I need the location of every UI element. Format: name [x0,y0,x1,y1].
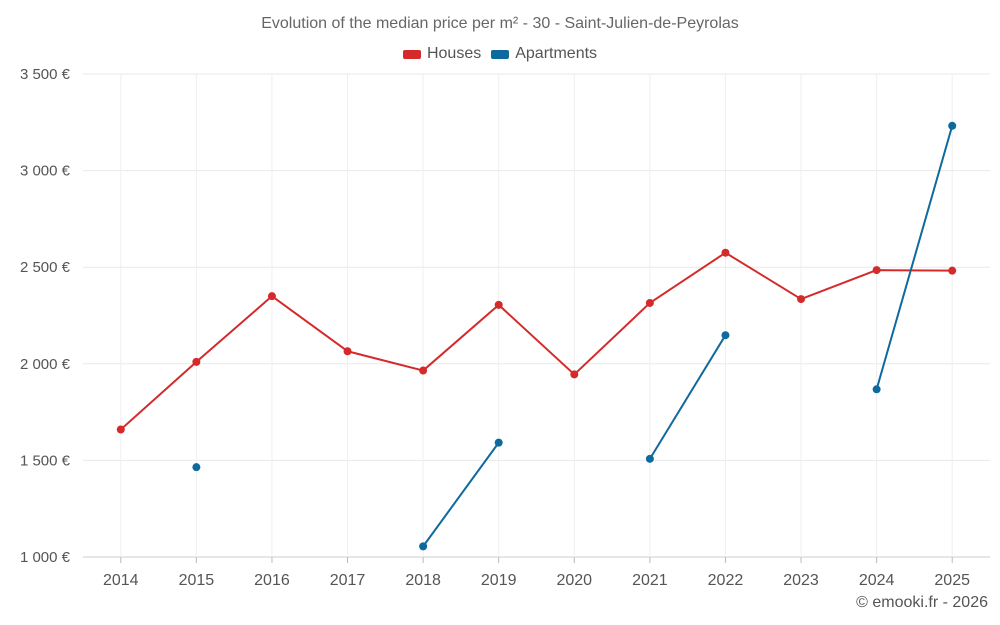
x-tick-label: 2017 [330,572,366,589]
data-point-apartments-2021 [645,454,654,463]
data-point-apartments-2022 [721,331,730,340]
credit-text: © emooki.fr - 2026 [856,594,988,611]
data-point-apartments-2025 [948,121,957,130]
x-tick-label: 2018 [405,572,441,589]
legend-label-houses: Houses [426,45,482,62]
series-line-apartments [649,334,727,460]
data-point-apartments-2018 [419,542,428,551]
data-point-houses-2017 [343,347,352,356]
y-tick-label: 3 000 € [20,163,71,180]
y-tick-label: 3 500 € [20,66,71,83]
data-point-apartments-2015 [192,463,201,472]
chart-title: Evolution of the median price per m² - 3… [261,15,739,32]
legend-swatch-apartments [491,49,510,59]
data-point-houses-2023 [797,295,806,304]
series-line-apartments [422,442,500,547]
x-tick-label: 2020 [556,572,592,589]
x-tick-label: 2024 [859,572,895,589]
x-tick-label: 2021 [632,572,668,589]
series-line-apartments [875,125,954,390]
y-tick-label: 1 500 € [20,452,71,469]
x-tick-label: 2015 [179,572,215,589]
x-tick-label: 2019 [481,572,517,589]
data-point-apartments-2019 [494,438,503,447]
legend-swatch-houses [402,49,421,59]
data-point-houses-2021 [645,298,654,307]
data-point-houses-2019 [494,300,503,309]
y-tick-label: 1 000 € [20,549,71,566]
legend-label-apartments: Apartments [515,45,598,62]
x-tick-label: 2022 [708,572,744,589]
x-tick-label: 2016 [254,572,290,589]
data-point-apartments-2024 [872,385,881,394]
x-tick-label: 2025 [934,572,970,589]
data-point-houses-2024 [872,266,881,275]
legend-item-houses[interactable]: Houses [402,45,482,63]
data-point-houses-2018 [419,366,428,375]
series-line-houses [120,251,953,431]
data-point-houses-2015 [192,357,201,366]
x-tick-label: 2014 [103,572,139,589]
y-tick-label: 2 500 € [20,259,71,276]
data-point-houses-2020 [570,370,579,379]
data-point-houses-2016 [267,292,276,301]
y-tick-label: 2 000 € [20,356,71,373]
data-point-houses-2022 [721,248,730,257]
legend-item-apartments[interactable]: Apartments [491,45,597,63]
legend: Houses Apartments [0,45,1000,63]
data-point-houses-2014 [116,425,125,434]
x-tick-label: 2023 [783,572,819,589]
data-point-houses-2025 [948,266,957,275]
